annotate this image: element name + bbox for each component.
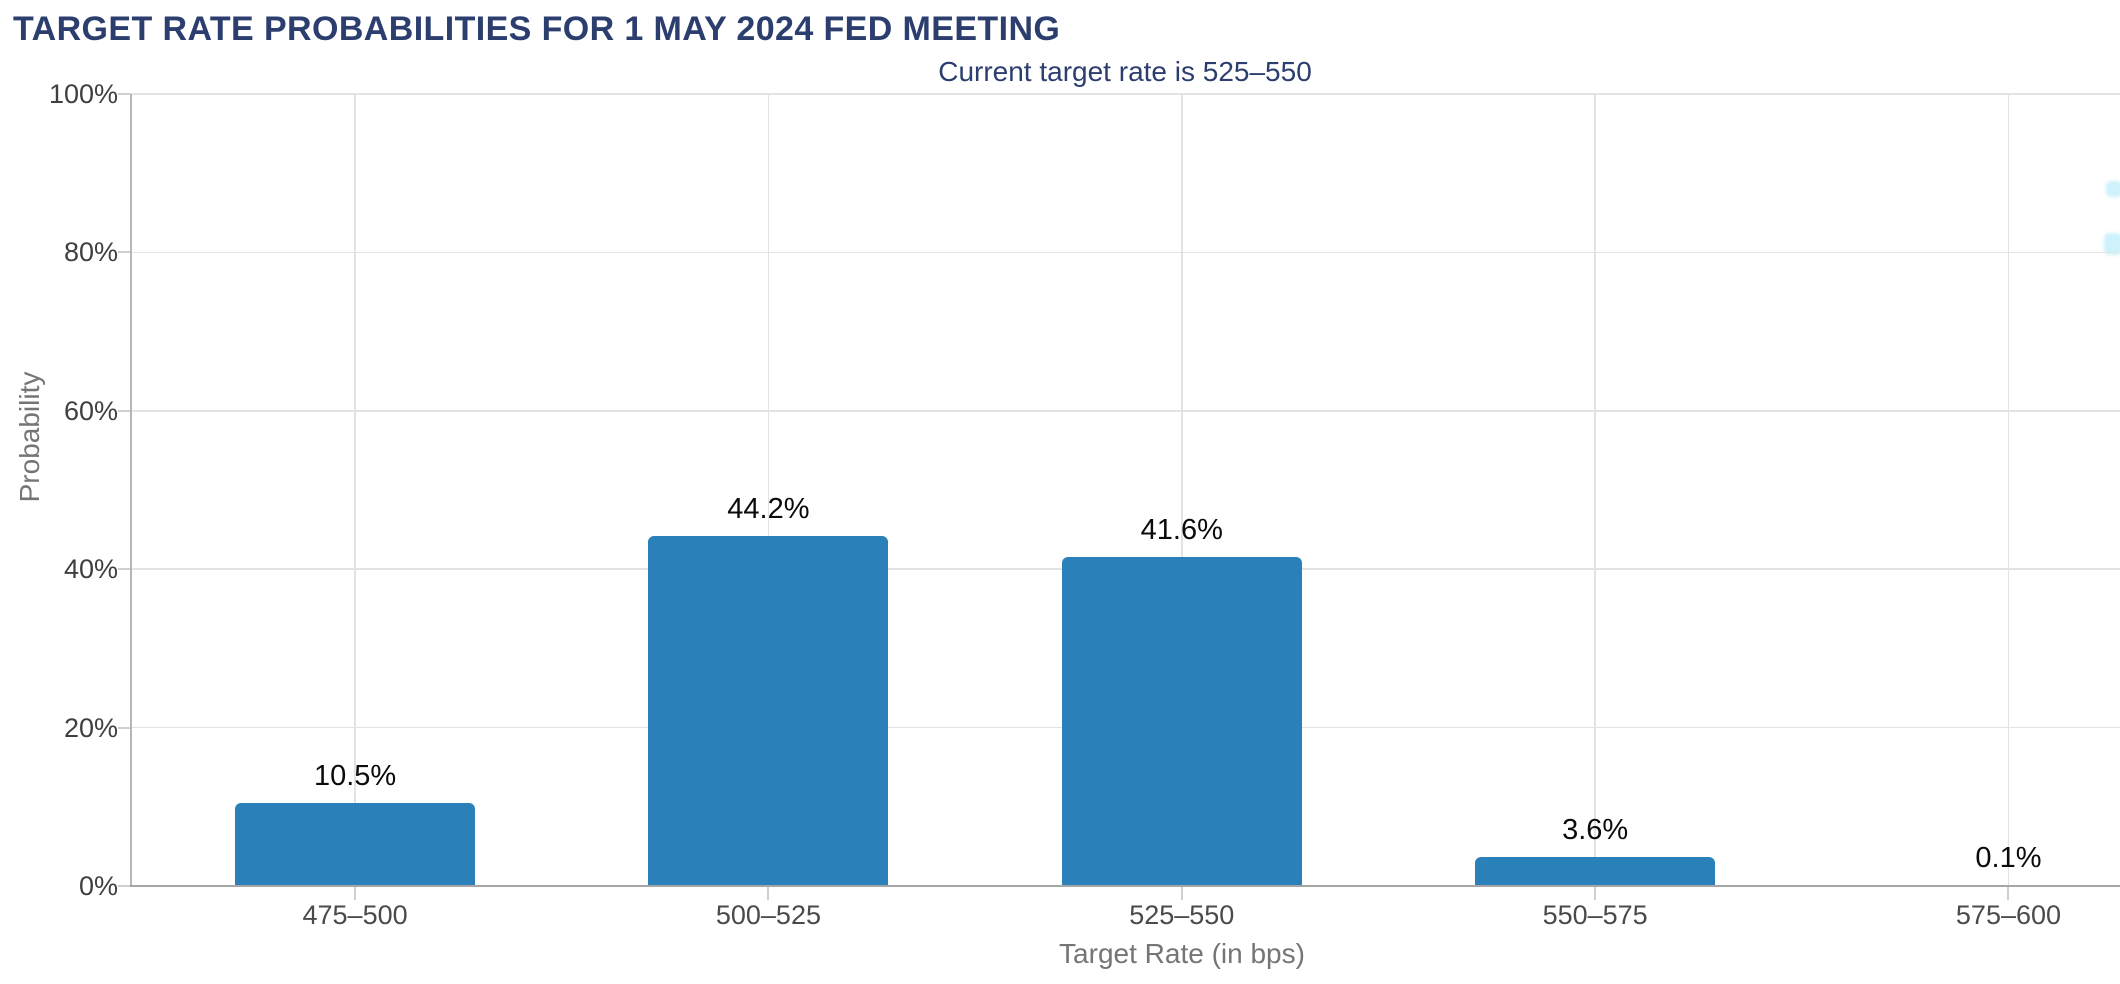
probability-bar-525-550[interactable] xyxy=(1061,556,1302,886)
y-tick-mark xyxy=(118,93,130,95)
y-axis-line xyxy=(130,94,132,886)
x-gridline xyxy=(1594,94,1596,886)
chart-subtitle: Current target rate is 525–550 xyxy=(938,56,1312,87)
clipped-edge-artifact xyxy=(2104,233,2120,255)
x-tick-mark xyxy=(1594,886,1597,900)
y-tick-label: 20% xyxy=(63,712,118,743)
x-axis-baseline xyxy=(130,884,2120,888)
probability-bar-475-500[interactable] xyxy=(235,802,476,886)
y-tick-mark xyxy=(118,409,130,412)
y-tick-label: 0% xyxy=(78,871,118,901)
x-gridline xyxy=(2007,94,2010,886)
bar-value-label: 44.2% xyxy=(727,492,810,525)
x-tick-mark xyxy=(1180,886,1183,900)
x-tick-label: 500–525 xyxy=(715,900,821,930)
x-tick-label: 475–500 xyxy=(302,900,408,930)
y-gridline xyxy=(130,410,2120,412)
x-tick-label: 575–600 xyxy=(1955,900,2062,930)
y-tick-mark xyxy=(118,251,130,254)
x-gridline xyxy=(1181,94,1183,886)
probability-bar-500-525[interactable] xyxy=(648,535,889,886)
bar-value-label: 10.5% xyxy=(313,759,397,792)
bar-value-label: 41.6% xyxy=(1140,513,1223,546)
y-gridline xyxy=(130,251,2120,254)
y-tick-label: 40% xyxy=(63,554,118,585)
y-tick-mark xyxy=(118,568,130,571)
chart-title: TARGET RATE PROBABILITIES FOR 1 MAY 2024… xyxy=(13,10,1061,48)
y-tick-mark xyxy=(118,726,130,729)
x-tick-label: 525–550 xyxy=(1129,900,1235,930)
x-tick-mark xyxy=(2007,886,2010,900)
y-gridline xyxy=(130,93,2120,95)
y-tick-label: 100% xyxy=(48,79,118,109)
y-axis-title: Probability xyxy=(14,371,45,503)
bar-value-label: 3.6% xyxy=(1562,814,1629,847)
x-axis-title: Target Rate (in bps) xyxy=(1059,938,1305,969)
x-tick-mark xyxy=(767,886,770,900)
y-tick-label: 60% xyxy=(63,395,118,426)
x-gridline xyxy=(354,94,356,886)
x-gridline xyxy=(767,94,770,886)
y-tick-mark xyxy=(118,885,130,887)
probability-bar-550-575[interactable] xyxy=(1475,857,1716,886)
y-tick-label: 80% xyxy=(63,237,118,268)
bar-value-label: 0.1% xyxy=(1975,842,2042,874)
x-tick-label: 550–575 xyxy=(1542,900,1648,930)
x-tick-mark xyxy=(354,886,357,900)
clipped-edge-artifact xyxy=(2106,181,2120,197)
